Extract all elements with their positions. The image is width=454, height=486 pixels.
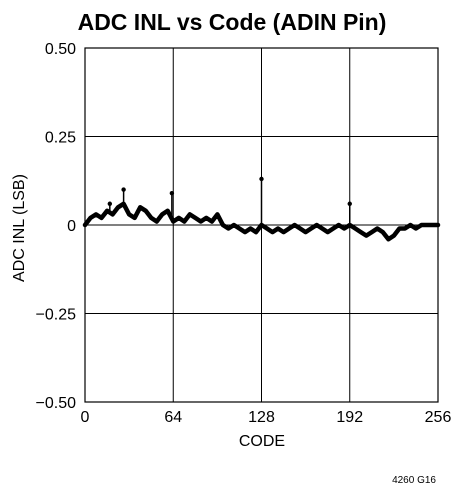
inl-point: [436, 223, 440, 227]
inl-point: [116, 205, 120, 210]
inl-point: [353, 226, 358, 231]
inl-point: [254, 230, 258, 234]
y-tick-label-3: −0.25: [36, 307, 77, 324]
inl-point: [232, 223, 236, 227]
inl-point: [414, 226, 418, 231]
inl-point: [187, 212, 192, 217]
inl-point: [99, 216, 104, 220]
inl-point: [105, 209, 109, 213]
inl-point: [182, 219, 187, 224]
inl-point: [408, 223, 413, 227]
inl-point: [83, 223, 87, 227]
inl-spike-tip-0: [107, 201, 113, 206]
y-tick-label-1: 0.25: [45, 130, 76, 147]
x-tick-label-2: 128: [248, 409, 275, 426]
inl-point: [419, 223, 424, 227]
inl-point: [375, 226, 380, 231]
x-tick-label-3: 192: [336, 409, 363, 426]
inl-point: [94, 212, 98, 217]
inl-point: [281, 230, 286, 234]
y-tick-label-2: 0: [67, 218, 76, 235]
x-tick-label-0: 0: [81, 409, 90, 426]
inl-point: [176, 216, 181, 220]
x-axis-label: CODE: [239, 433, 285, 450]
inl-point: [430, 223, 435, 227]
inl-point: [320, 226, 324, 231]
inl-point: [309, 226, 313, 231]
inl-point: [204, 216, 209, 220]
inl-point: [392, 233, 396, 238]
inl-point: [425, 223, 429, 227]
inl-spike-tip-3: [259, 176, 264, 182]
inl-point: [149, 216, 153, 220]
inl-point: [358, 230, 363, 234]
inl-point: [403, 226, 407, 231]
inl-point: [292, 223, 297, 227]
inl-point: [215, 212, 220, 217]
inl-point: [298, 226, 302, 231]
inl-point: [276, 226, 280, 231]
x-tick-label-1: 64: [164, 409, 182, 426]
x-tick-label-4: 256: [425, 409, 452, 426]
inl-point: [342, 226, 347, 231]
inl-point: [127, 212, 131, 217]
inl-point: [314, 223, 319, 227]
inl-point: [270, 230, 275, 234]
inl-point: [265, 226, 269, 231]
inl-point: [370, 230, 374, 234]
inl-spike-tip-1: [121, 187, 126, 192]
y-axis-label: ADC INL (LSB): [11, 174, 28, 282]
y-tick-labels: 0.50 0.25 0 −0.25 −0.50: [36, 41, 77, 412]
inl-point: [110, 212, 115, 217]
inl-point: [303, 230, 308, 234]
inl-point: [397, 226, 402, 231]
inl-point: [210, 219, 214, 224]
inl-point: [226, 226, 231, 231]
inl-point: [154, 219, 159, 224]
chart-title: ADC INL vs Code (ADIN Pin): [78, 9, 387, 35]
inl-point: [165, 209, 170, 213]
inl-point: [221, 223, 225, 227]
inl-point: [386, 237, 391, 241]
inl-point: [160, 212, 165, 217]
inl-point: [243, 230, 247, 234]
y-tick-label-4: −0.50: [36, 395, 77, 412]
inl-point: [199, 219, 203, 224]
inl-point: [138, 205, 142, 210]
inl-spike-tip-4: [347, 201, 352, 206]
series-group: [82, 176, 441, 242]
inl-point: [171, 219, 176, 224]
y-tick-label-0: 0.50: [45, 41, 76, 58]
inl-point: [336, 223, 341, 227]
inl-point: [132, 216, 137, 220]
figure-footnote: 4260 G16: [392, 475, 436, 486]
inl-point: [193, 216, 198, 220]
inl-point: [287, 226, 291, 231]
inl-point: [143, 209, 148, 213]
inl-point: [381, 230, 385, 234]
inl-point: [88, 216, 93, 220]
inl-spike-tip-2: [169, 190, 175, 196]
inl-point: [325, 230, 330, 234]
inl-point: [248, 226, 253, 231]
x-tick-labels: 0 64 128 192 256: [81, 409, 452, 426]
inl-point: [331, 226, 336, 231]
inl-point: [237, 226, 242, 231]
inl-point: [364, 233, 369, 238]
